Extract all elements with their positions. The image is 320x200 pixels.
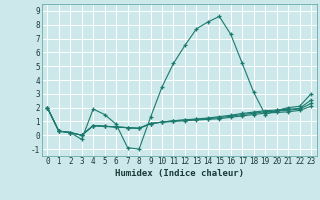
X-axis label: Humidex (Indice chaleur): Humidex (Indice chaleur) — [115, 169, 244, 178]
